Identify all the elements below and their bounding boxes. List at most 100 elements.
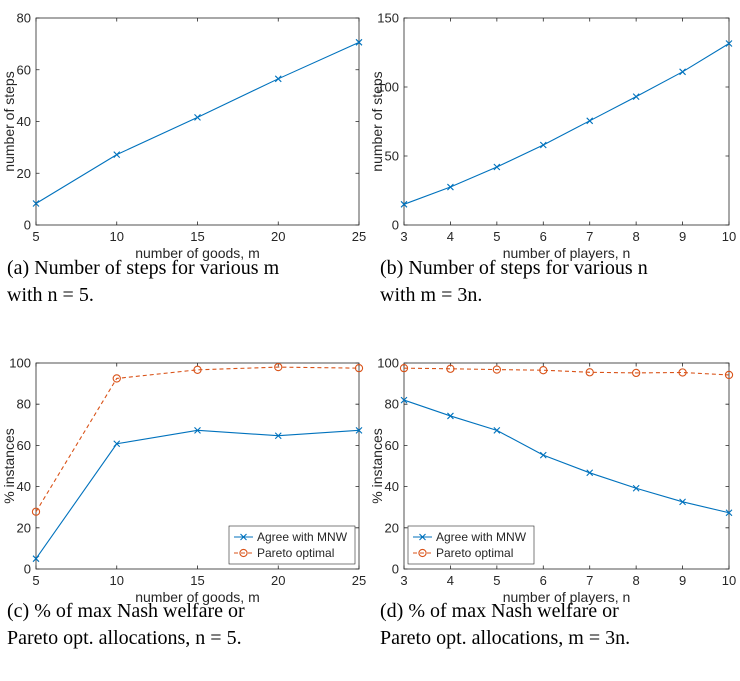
y-axis-title: number of steps	[1, 71, 17, 171]
caption-a: (a) Number of steps for various m with n …	[7, 255, 279, 309]
legend: Agree with MNW Pareto optimal	[407, 525, 535, 565]
data-point	[539, 366, 548, 375]
series-pareto-optimal	[399, 363, 734, 380]
data-point	[724, 370, 734, 380]
x-axis-title: number of goods, m	[135, 589, 260, 605]
x-tick-label: 9	[679, 573, 686, 588]
x-axis-title: number of players, n	[503, 245, 631, 261]
y-tick-label: 100	[377, 80, 399, 95]
legend-entry-label: Agree with MNW	[436, 530, 527, 544]
data-point	[586, 469, 594, 477]
legend-entry-label: Pareto optimal	[436, 546, 513, 560]
plot-area	[35, 17, 360, 226]
data-point	[678, 368, 687, 377]
data-point	[355, 426, 363, 434]
y-tick-label: 20	[17, 520, 31, 535]
data-point	[447, 412, 454, 420]
data-point	[539, 451, 547, 459]
legend-box	[228, 525, 356, 565]
y-tick-label: 60	[17, 438, 31, 453]
x-tick-label: 3	[400, 573, 407, 588]
y-tick-label: 40	[17, 114, 31, 129]
data-point	[446, 364, 455, 373]
y-axis-title: number of steps	[369, 71, 385, 171]
chart-panel-c: 5 10 15 20 25 0 20 40 60 80 100 number of goods, m%…	[1, 356, 366, 606]
caption-line: Pareto opt. allocations, m = 3n.	[380, 627, 631, 649]
y-tick-label: 20	[385, 520, 399, 535]
y-tick-label: 80	[385, 397, 399, 412]
legend-marker	[239, 548, 248, 558]
plot-area	[403, 17, 730, 226]
data-point	[493, 163, 501, 171]
data-point	[113, 151, 121, 159]
data-point	[400, 200, 408, 208]
x-tick-label: 20	[271, 229, 285, 244]
x-tick-label: 4	[447, 573, 454, 588]
data-point	[492, 365, 502, 374]
data-point	[194, 426, 201, 434]
series-line	[403, 367, 730, 376]
caption-c: (c) % of max Nash welfare or Pareto opt. …	[7, 598, 245, 652]
data-point	[632, 484, 640, 492]
data-point	[274, 362, 283, 372]
x-tick-label: 10	[110, 229, 124, 244]
data-point	[725, 40, 733, 47]
y-tick-label: 50	[385, 149, 399, 164]
legend-entry-label: Agree with MNW	[257, 530, 348, 544]
series-pareto-optimal	[31, 362, 364, 516]
data-point	[725, 509, 733, 517]
y-tick-label: 0	[392, 562, 399, 577]
caption-line: with n = 5.	[7, 284, 94, 306]
x-tick-label: 7	[586, 229, 593, 244]
x-tick-label: 5	[493, 573, 500, 588]
series-agree-with-mnw	[32, 426, 363, 563]
data-point	[631, 368, 641, 378]
y-tick-label: 100	[377, 356, 399, 371]
data-point	[539, 141, 547, 149]
x-tick-label: 15	[190, 573, 204, 588]
data-point	[400, 396, 408, 404]
x-tick-label: 3	[400, 229, 407, 244]
y-axis-title: % instances	[1, 428, 17, 503]
x-tick-label: 8	[633, 229, 640, 244]
chart-panel-a: 5 10 15 20 25 0 20 40 60 80 number of goods, m numb…	[1, 11, 366, 262]
x-tick-label: 15	[190, 229, 204, 244]
data-point	[274, 432, 282, 440]
series-steps	[32, 38, 363, 207]
x-tick-label: 10	[722, 573, 736, 588]
y-tick-label: 100	[9, 356, 31, 371]
x-tick-label: 20	[271, 573, 285, 588]
y-tick-label: 60	[17, 62, 31, 77]
data-point	[274, 75, 282, 83]
caption-line: (d) % of max Nash welfare or	[380, 600, 619, 622]
caption-line: (c) % of max Nash welfare or	[7, 600, 245, 622]
x-tick-label: 9	[679, 229, 686, 244]
caption-line: (a) Number of steps for various m	[7, 257, 280, 279]
caption-line: (b) Number of steps for various n	[380, 257, 648, 279]
x-tick-label: 10	[722, 229, 736, 244]
data-point	[586, 117, 594, 125]
data-point	[447, 183, 454, 191]
legend: Agree with MNW Pareto optimal	[228, 525, 356, 565]
series-agree-with-mnw	[400, 396, 733, 517]
legend-marker	[419, 533, 426, 541]
x-axis-title: number of goods, m	[135, 245, 260, 261]
y-tick-label: 60	[385, 438, 399, 453]
data-point	[679, 498, 686, 506]
x-tick-label: 5	[493, 229, 500, 244]
y-tick-label: 150	[377, 11, 399, 26]
x-tick-label: 7	[586, 573, 593, 588]
x-tick-label: 4	[447, 229, 454, 244]
y-tick-label: 0	[24, 218, 31, 233]
series-line	[403, 399, 730, 514]
data-point	[112, 374, 121, 383]
data-point	[194, 113, 201, 121]
x-tick-label: 6	[540, 573, 547, 588]
x-tick-label: 10	[110, 573, 124, 588]
y-tick-label: 0	[392, 218, 399, 233]
data-point	[632, 93, 640, 101]
legend-entry-label: Pareto optimal	[257, 546, 334, 560]
data-point	[399, 363, 409, 373]
